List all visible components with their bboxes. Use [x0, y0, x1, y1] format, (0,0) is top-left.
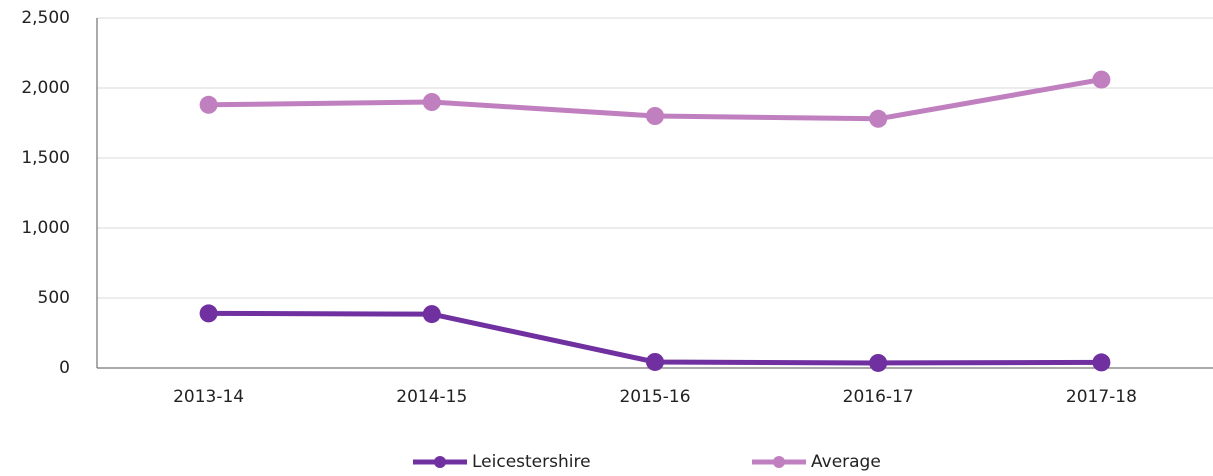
y-tick-label: 2,000 [21, 78, 70, 98]
y-tick-label: 1,000 [21, 218, 70, 238]
data-point [869, 353, 888, 372]
x-tick-label: 2013-14 [173, 387, 244, 407]
x-tick-label: 2016-17 [843, 387, 914, 407]
y-tick-label: 0 [59, 358, 70, 378]
data-point [646, 107, 664, 125]
data-point [199, 304, 218, 323]
legend-marker [434, 456, 446, 468]
data-point [199, 95, 218, 114]
y-tick-label: 2,500 [21, 8, 70, 28]
x-tick-label: 2017-18 [1066, 387, 1137, 407]
data-point [1092, 353, 1111, 372]
legend-label: Leicestershire [472, 452, 591, 472]
data-point [1092, 70, 1111, 89]
data-point [422, 93, 441, 111]
y-tick-label: 1,500 [21, 148, 70, 168]
legend-label: Average [811, 452, 881, 472]
x-tick-label: 2014-15 [396, 387, 467, 407]
x-tick-label: 2015-16 [619, 387, 690, 407]
y-tick-label: 500 [38, 288, 70, 308]
legend-marker [773, 456, 785, 468]
data-point [422, 305, 441, 324]
data-point [869, 109, 888, 128]
data-point [646, 352, 664, 371]
